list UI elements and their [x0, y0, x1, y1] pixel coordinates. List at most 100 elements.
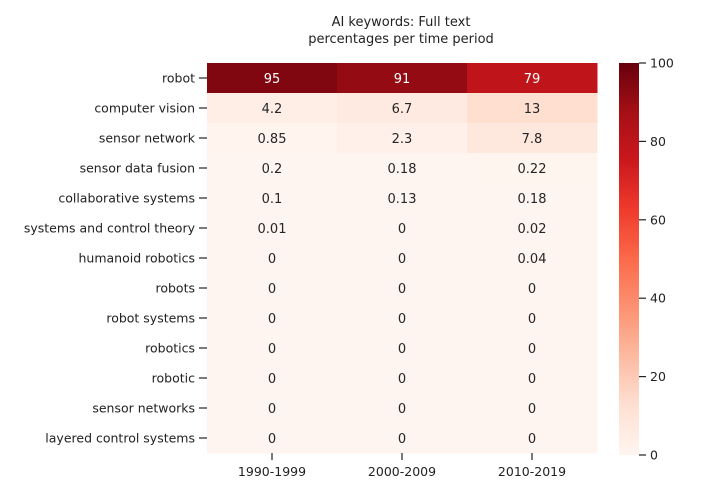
- row-label: robot systems: [106, 311, 195, 326]
- heatmap-cell: [207, 153, 338, 184]
- heatmap-cell: [337, 243, 468, 274]
- heatmap-cell: [467, 153, 598, 184]
- heatmap-cell: [207, 93, 338, 124]
- colorbar-gradient: [619, 63, 639, 455]
- heatmap-cell: [337, 123, 468, 154]
- heatmap-cell: [207, 273, 338, 304]
- cell-value-label: 0: [268, 372, 276, 387]
- cell-value-label: 0: [528, 432, 536, 447]
- row-label: collaborative systems: [58, 191, 195, 206]
- cell-value-label: 0: [268, 402, 276, 417]
- column-labels: 1990-1999 2000-2009 2010-2019: [238, 453, 566, 479]
- heatmap-cell: [207, 303, 338, 334]
- cell-value-label: 0: [528, 312, 536, 327]
- heatmap-cell: [467, 63, 598, 94]
- heatmap-cell: [207, 243, 338, 274]
- column-label: 1990-1999: [238, 464, 306, 479]
- heatmap-cell: [337, 363, 468, 394]
- cell-value-label: 91: [394, 72, 411, 87]
- cell-value-label: 0.22: [518, 162, 547, 177]
- cell-value-label: 0: [528, 282, 536, 297]
- cell-value-label: 0: [398, 402, 406, 417]
- heatmap-cell: [207, 393, 338, 424]
- cell-value-label: 0: [398, 432, 406, 447]
- colorbar: 0 20 40 60 80 100: [619, 56, 674, 463]
- heatmap-cell: [337, 333, 468, 364]
- row-label: robots: [155, 281, 195, 296]
- cell-value-label: 95: [264, 72, 281, 87]
- heatmap-cell: [467, 393, 598, 424]
- cell-value-label: 0.04: [518, 252, 547, 267]
- heatmap-cell: [207, 423, 338, 454]
- cell-value-label: 0: [268, 282, 276, 297]
- row-label: computer vision: [94, 101, 195, 116]
- heatmap-cell: [467, 183, 598, 214]
- cell-value-label: 0: [398, 342, 406, 357]
- row-label: humanoid robotics: [79, 251, 196, 266]
- heatmap-cell: [337, 273, 468, 304]
- heatmap-cell: [337, 423, 468, 454]
- heatmap-cell: [467, 243, 598, 274]
- cell-value-label: 0.85: [258, 132, 287, 147]
- heatmap-cell: [337, 303, 468, 334]
- cell-value-label: 13: [524, 102, 541, 117]
- cell-value-label: 0: [528, 402, 536, 417]
- heatmap-cell: [207, 333, 338, 364]
- heatmap-cell: [337, 63, 468, 94]
- cell-value-label: 0.01: [258, 222, 287, 237]
- row-label: sensor networks: [92, 401, 195, 416]
- cell-value-label: 0: [268, 312, 276, 327]
- cell-value-label: 2.3: [392, 132, 413, 147]
- heatmap-cell: [467, 423, 598, 454]
- cell-value-label: 0: [528, 342, 536, 357]
- heatmap-cell: [467, 213, 598, 244]
- cell-value-label: 0: [398, 282, 406, 297]
- cell-value-label: 0.2: [262, 162, 283, 177]
- cell-value-label: 0.18: [518, 192, 547, 207]
- heatmap-cell: [207, 123, 338, 154]
- column-label: 2010-2019: [498, 464, 566, 479]
- cell-value-label: 0: [268, 432, 276, 447]
- heatmap-cell: [337, 153, 468, 184]
- row-label: layered control systems: [45, 431, 195, 446]
- cell-value-label: 6.7: [392, 102, 413, 117]
- heatmap-cell: [467, 363, 598, 394]
- cell-value-label: 0.18: [388, 162, 417, 177]
- cell-value-label: 0: [268, 252, 276, 267]
- heatmap-cell: [207, 213, 338, 244]
- cell-value-label: 0: [398, 312, 406, 327]
- colorbar-tick-label: 40: [650, 291, 666, 306]
- heatmap-cell: [337, 213, 468, 244]
- row-label: robotic: [152, 371, 195, 386]
- heatmap-cell: [207, 63, 338, 94]
- column-label: 2000-2009: [368, 464, 436, 479]
- cell-value-label: 0: [398, 252, 406, 267]
- cell-value-label: 0: [398, 222, 406, 237]
- row-label: sensor network: [99, 131, 196, 146]
- colorbar-tick-label: 0: [650, 448, 658, 463]
- colorbar-tick-label: 20: [650, 369, 666, 384]
- heatmap-cell: [337, 183, 468, 214]
- heatmap-cell: [337, 393, 468, 424]
- cell-value-label: 0.1: [262, 192, 283, 207]
- heatmap-cell: [467, 303, 598, 334]
- cell-value-label: 0.02: [518, 222, 547, 237]
- heatmap-cell: [467, 93, 598, 124]
- cell-value-label: 4.2: [262, 102, 283, 117]
- cell-value-label: 0: [268, 342, 276, 357]
- heatmap-cell: [337, 93, 468, 124]
- cell-value-label: 0: [528, 372, 536, 387]
- colorbar-tick-label: 60: [650, 212, 666, 227]
- colorbar-tick-label: 80: [650, 134, 666, 149]
- row-label: robot: [162, 71, 195, 86]
- cell-value-label: 79: [524, 72, 541, 87]
- row-label: systems and control theory: [24, 221, 196, 236]
- colorbar-tick-label: 100: [650, 56, 674, 71]
- heatmap-cell: [467, 333, 598, 364]
- chart-title: AI keywords: Full text percentages per ti…: [308, 15, 494, 47]
- row-label: sensor data fusion: [80, 161, 195, 176]
- row-label: robotics: [145, 341, 195, 356]
- heatmap-cells: 95 91 79 4.2 6.7 13 0.85 2.3 7.8 0.2 0.18 0.22 0.1 0.…: [207, 63, 598, 454]
- cell-value-label: 0: [398, 372, 406, 387]
